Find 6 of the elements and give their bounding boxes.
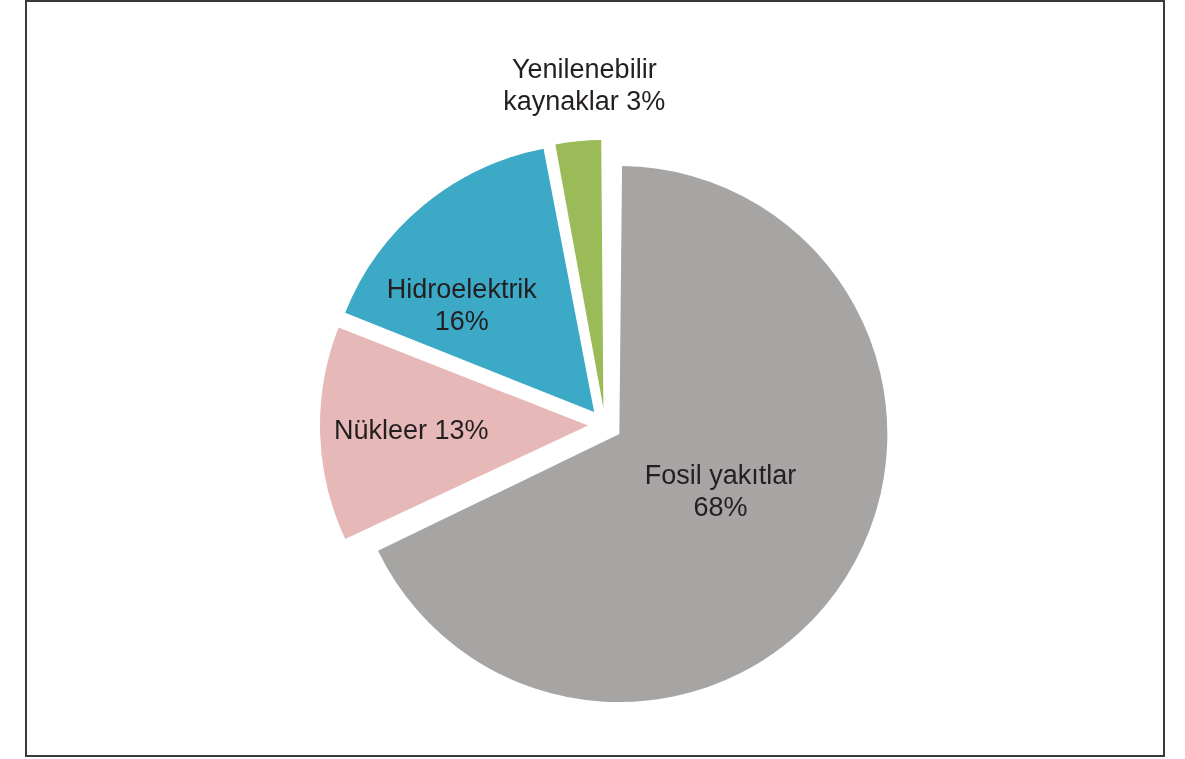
slice-label: Fosil yakıtlar [644, 459, 797, 490]
data-label: 68% [693, 491, 748, 522]
slice-label: Yenilenebilir kaynaklar 3% [503, 54, 666, 117]
slice-label: Nükleer 13% [333, 414, 489, 445]
data-label: 16% [434, 306, 489, 337]
slice-label: Hidroelektrik [386, 274, 538, 305]
